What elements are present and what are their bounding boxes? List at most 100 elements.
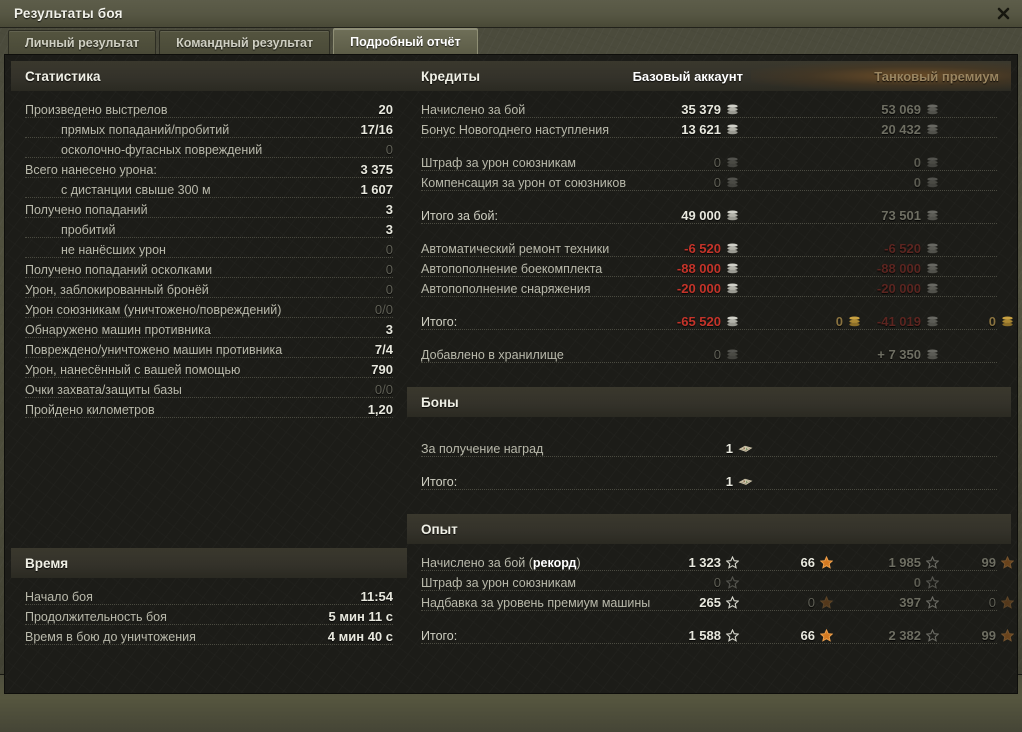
- experience-base-value: 1 323: [688, 555, 739, 570]
- credits-storage-label: Добавлено в хранилище: [421, 348, 564, 362]
- credits-total-premium-gold: 0: [989, 314, 1014, 329]
- experience-total-base: 1 588: [688, 628, 739, 643]
- stat-row: Пройдено километров 1,20: [11, 400, 407, 420]
- credits-label: Компенсация за урон от союзников: [421, 176, 626, 190]
- credits-base-value: 13 621: [681, 122, 739, 137]
- credits-label: Бонус Новогоднего наступления: [421, 123, 610, 137]
- credits-row: Штраф за урон союзникам 0 0: [407, 153, 1011, 173]
- credits-label: Автопополнение снаряжения: [421, 282, 591, 296]
- credits-row: Компенсация за урон от союзников 0 0: [407, 173, 1011, 193]
- row-leader: [25, 397, 393, 398]
- close-button[interactable]: [992, 3, 1014, 25]
- credits-icon: [926, 177, 939, 188]
- xp-star-icon: [726, 576, 739, 589]
- free-xp-star-icon: [820, 596, 833, 609]
- experience-total-premium: 2 382: [888, 628, 939, 643]
- stat-value: 0/0: [374, 382, 393, 397]
- credits-base-value: -6 520: [684, 241, 739, 256]
- time-label: Время в бою до уничтожения: [25, 630, 196, 644]
- credits-label: Штраф за урон союзникам: [421, 156, 577, 170]
- xp-star-icon: [726, 629, 739, 642]
- row-leader: [25, 257, 393, 258]
- credits-base-value: -88 000: [677, 261, 739, 276]
- row-leader: [25, 317, 393, 318]
- credits-base-value: 49 000: [681, 208, 739, 223]
- window-titlebar: Результаты боя: [0, 0, 1022, 28]
- credits-total-gold: 0: [836, 314, 861, 329]
- row-leader: [25, 357, 393, 358]
- tab-detailed-report[interactable]: Подробный отчёт: [333, 28, 478, 54]
- time-header: Время: [11, 548, 407, 578]
- row-leader: [25, 297, 393, 298]
- tab-personal-result[interactable]: Личный результат: [8, 30, 157, 54]
- credits-icon: [726, 263, 739, 274]
- statistics-header: Статистика: [11, 61, 407, 91]
- time-value: 11:54: [360, 589, 393, 604]
- credits-base-value: 35 379: [681, 102, 739, 117]
- gold-icon: [1001, 316, 1014, 327]
- credits-icon: [926, 124, 939, 135]
- statistics-rows: Произведено выстрелов 20 прямых попадани…: [11, 91, 407, 428]
- right-column: Кредиты Базовый аккаунт Танковый премиум…: [407, 55, 1017, 693]
- row-leader: [421, 117, 997, 118]
- credits-storage-row: Добавлено в хранилище 0 + 7 350: [407, 345, 1011, 365]
- credits-rows: Начислено за бой 35 379 53 069: [407, 91, 1014, 373]
- row-leader: [421, 362, 997, 363]
- stat-row: Произведено выстрелов 20: [11, 100, 407, 120]
- experience-total-label: Итого:: [421, 629, 458, 643]
- record-marker: рекорд: [532, 556, 577, 570]
- stat-row: Всего нанесено урона: 3 375: [11, 160, 407, 180]
- row-leader: [25, 117, 393, 118]
- row-leader: [421, 137, 997, 138]
- tab-label: Подробный отчёт: [350, 34, 461, 49]
- tab-label: Командный результат: [176, 35, 314, 50]
- stat-label: Очки захвата/защиты базы: [25, 383, 182, 397]
- stat-value: 17/16: [360, 122, 393, 137]
- credits-row: Автопополнение боекомплекта -88 000 -88 …: [407, 259, 1011, 279]
- time-value: 4 мин 40 с: [327, 629, 393, 644]
- stat-row: осколочно-фугасных повреждений 0: [11, 140, 407, 160]
- row-leader: [421, 570, 997, 571]
- time-header-title: Время: [25, 555, 69, 571]
- credits-icon: [726, 349, 739, 360]
- stat-label: осколочно-фугасных повреждений: [61, 143, 263, 157]
- credits-icon: [726, 283, 739, 294]
- stat-value: 0/0: [374, 302, 393, 317]
- row-leader: [25, 237, 393, 238]
- tab-team-result[interactable]: Командный результат: [159, 30, 331, 54]
- time-row: Начало боя 11:54: [11, 587, 407, 607]
- row-leader: [421, 256, 997, 257]
- experience-premium-free-value: 99: [982, 555, 1014, 570]
- stat-row: Получено попаданий 3: [11, 200, 407, 220]
- credits-icon: [926, 157, 939, 168]
- row-leader: [25, 157, 393, 158]
- time-label: Продолжительность боя: [25, 610, 167, 624]
- stat-label: Урон, нанесённый с вашей помощью: [25, 363, 241, 377]
- credits-label: Итого за бой:: [421, 209, 498, 223]
- row-leader: [25, 277, 393, 278]
- experience-row: Начислено за бой (рекорд) 1 323 66: [407, 553, 1014, 573]
- stat-value: 3 375: [360, 162, 393, 177]
- gold-icon: [848, 316, 861, 327]
- stat-row: прямых попаданий/пробитий 17/16: [11, 120, 407, 140]
- statistics-header-title: Статистика: [25, 68, 101, 84]
- credits-premium-value: -88 000: [877, 261, 939, 276]
- stat-label: Обнаружено машин противника: [25, 323, 211, 337]
- stat-label: Всего нанесено урона:: [25, 163, 157, 177]
- credits-premium-value: -20 000: [877, 281, 939, 296]
- bonds-panel: Боны За получение наград 1: [407, 387, 1011, 500]
- credits-icon: [726, 316, 739, 327]
- stat-label: Получено попаданий: [25, 203, 148, 217]
- bonds-row: За получение наград 1: [407, 439, 1011, 459]
- credits-label: Автоматический ремонт техники: [421, 242, 610, 256]
- free-xp-star-icon: [1001, 629, 1014, 642]
- credits-total-label: Итого:: [421, 315, 458, 329]
- credits-row: Начислено за бой 35 379 53 069: [407, 100, 1011, 120]
- bonds-value: 1: [726, 441, 753, 456]
- row-leader: [25, 217, 393, 218]
- row-leader: [421, 276, 997, 277]
- bonds-header: Боны: [407, 387, 1011, 417]
- experience-premium-value: 0: [914, 575, 939, 590]
- credits-col-base: Базовый аккаунт: [632, 68, 743, 84]
